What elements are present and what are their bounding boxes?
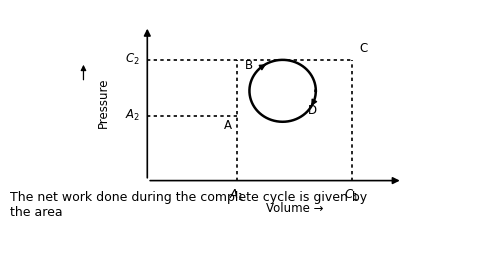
Text: $A_2$: $A_2$ — [125, 108, 139, 123]
Text: C: C — [359, 42, 367, 55]
Text: Pressure: Pressure — [97, 78, 109, 128]
Text: $A_1$: $A_1$ — [229, 188, 244, 204]
Text: Volume →: Volume → — [266, 203, 324, 215]
Text: The net work done during the complete cycle is given by
the area: The net work done during the complete cy… — [10, 191, 367, 219]
Text: D: D — [308, 104, 317, 117]
Text: $C_2$: $C_2$ — [125, 52, 139, 67]
Text: B: B — [246, 59, 253, 72]
Text: A: A — [223, 119, 232, 132]
Text: $C_1$: $C_1$ — [344, 188, 359, 204]
